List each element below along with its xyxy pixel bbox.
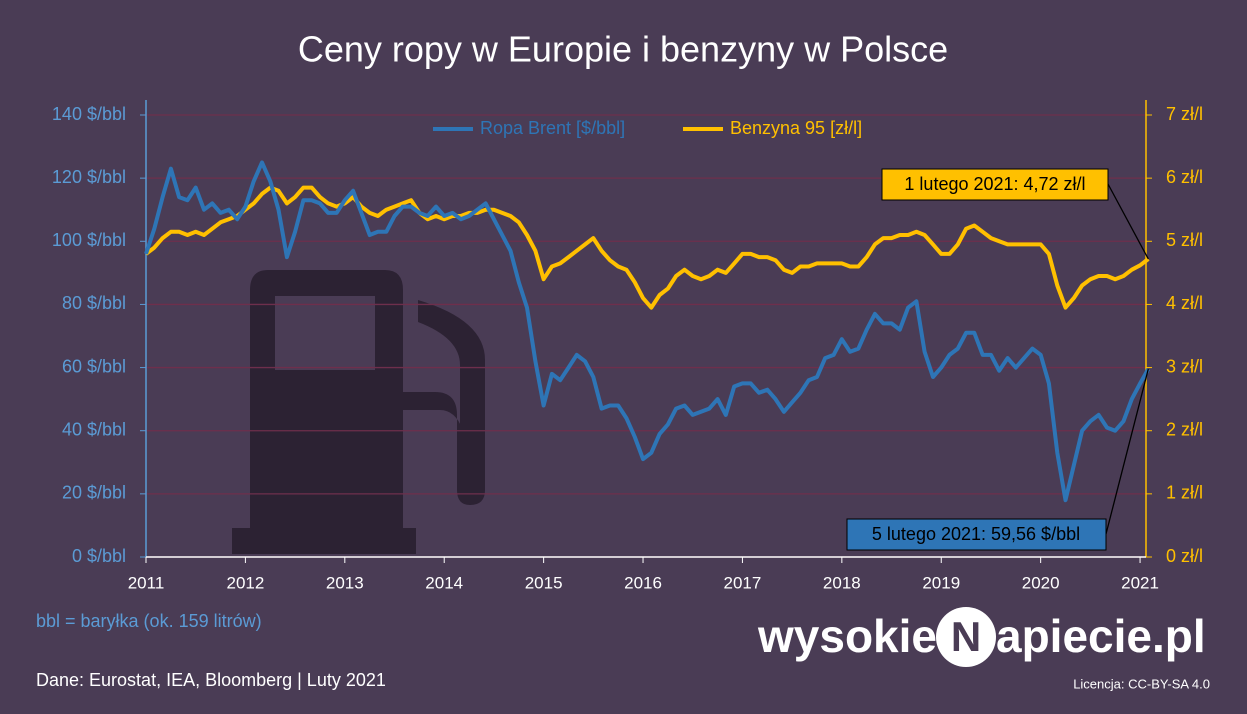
y-tick-label: 60 $/bbl [62, 356, 126, 376]
series-line [144, 160, 1151, 503]
logo-mark: N [951, 613, 981, 660]
x-tick-label: 2021 [1121, 573, 1159, 592]
x-tick-label: 2017 [724, 573, 762, 592]
leader-line [1105, 368, 1149, 535]
x-tick-label: 2016 [624, 573, 662, 592]
annotation-box [846, 518, 1107, 551]
y-tick-label: 80 $/bbl [62, 293, 126, 313]
chart-title: Ceny ropy w Europie i benzyny w Polsce [298, 29, 948, 70]
source: Dane: Eurostat, IEA, Bloomberg | Luty 20… [36, 670, 386, 690]
y-tick-label: 100 $/bbl [52, 230, 126, 250]
x-tick-label: 2020 [1022, 573, 1060, 592]
y2-tick-label: 6 zł/l [1166, 167, 1203, 187]
y2-tick-label: 4 zł/l [1166, 293, 1203, 313]
x-tick-label: 2014 [425, 573, 463, 592]
license: Licencja: CC-BY-SA 4.0 [1073, 676, 1210, 691]
y2-tick-label: 5 zł/l [1166, 230, 1203, 250]
x-tick-label: 2015 [525, 573, 563, 592]
x-tick-label: 2013 [326, 573, 364, 592]
y-tick-label: 140 $/bbl [52, 104, 126, 124]
y2-tick-label: 2 zł/l [1166, 419, 1203, 439]
annotation: 5 lutego 2021: 59,56 $/bbl [872, 524, 1080, 544]
y-tick-label: 20 $/bbl [62, 483, 126, 503]
annotation: 1 lutego 2021: 4,72 zł/l [904, 174, 1085, 194]
y2-tick-label: 1 zł/l [1166, 483, 1203, 503]
logo: wysokie N apiecie.pl [757, 607, 1206, 667]
logo-right: apiecie.pl [996, 610, 1206, 662]
x-tick-label: 2018 [823, 573, 861, 592]
legend-label: Ropa Brent [$/bbl] [480, 118, 625, 138]
y2-tick-label: 7 zł/l [1166, 104, 1203, 124]
fuel-pump-icon [232, 270, 485, 554]
y-tick-label: 0 $/bbl [72, 546, 126, 566]
annotation-box [881, 168, 1109, 201]
logo-circle [936, 607, 996, 667]
y2-tick-label: 3 zł/l [1166, 356, 1203, 376]
x-tick-label: 2012 [226, 573, 264, 592]
y2-tick-label: 0 zł/l [1166, 546, 1203, 566]
x-tick-label: 2019 [922, 573, 960, 592]
y-tick-label: 120 $/bbl [52, 167, 126, 187]
note: bbl = baryłka (ok. 159 litrów) [36, 611, 262, 631]
x-tick-label: 2011 [128, 573, 165, 592]
leader-line [1107, 183, 1149, 260]
logo-left: wysokie [757, 610, 937, 662]
y-tick-label: 40 $/bbl [62, 419, 126, 439]
legend-label: Benzyna 95 [zł/l] [730, 118, 862, 138]
series-line [144, 185, 1150, 310]
